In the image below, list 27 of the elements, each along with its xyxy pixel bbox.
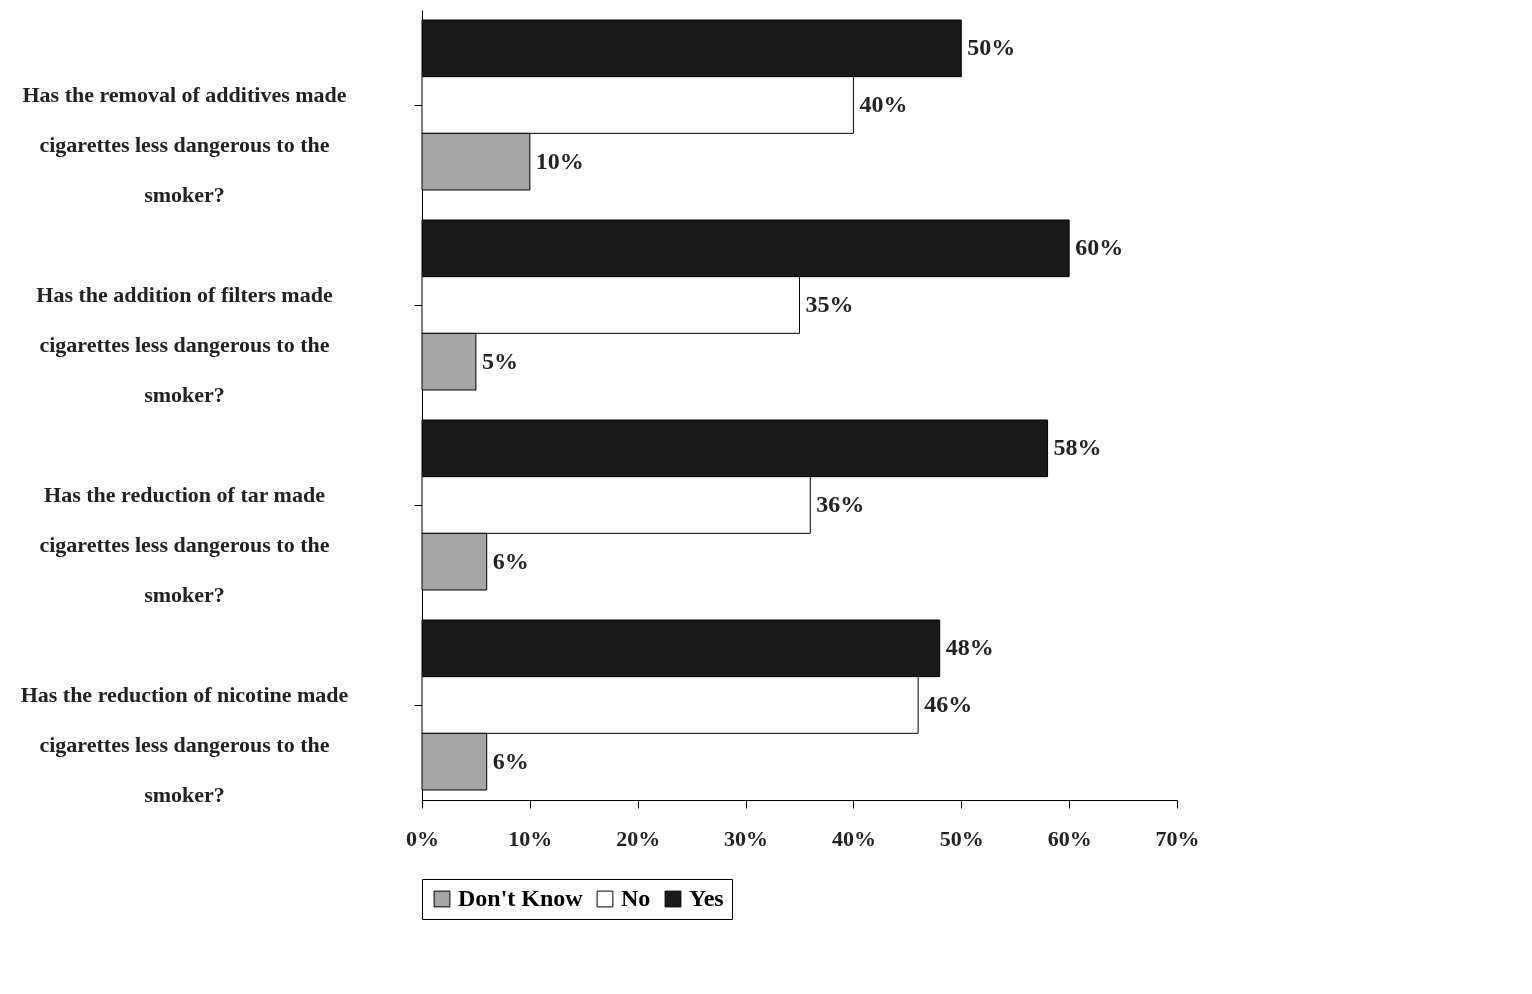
data-label: 36% [816,491,865,517]
data-label: 5% [481,347,518,374]
x-tick-label: 20% [616,825,661,851]
data-label: 46% [924,691,973,717]
x-tick-label: 70% [1155,825,1200,851]
data-label: 58% [1053,434,1102,461]
x-tick-label: 0% [406,825,439,851]
data-label: 48% [945,634,994,661]
y-tick-label: Has the removal of additives made cigarettes less dangerous to the smoker? [22,82,347,207]
data-label: 6% [492,747,529,774]
x-tick-label: 50% [939,825,984,851]
x-tick-label: 40% [831,825,876,851]
data-label: 10% [535,147,584,174]
data-label: 50% [967,34,1016,61]
legend-label: Yes [689,885,724,911]
data-label: 40% [859,91,908,117]
x-tick-label: 60% [1047,825,1092,851]
data-label: 6% [492,547,529,574]
x-tick-label: 30% [724,825,769,851]
y-tick-label: Has the reduction of nicotine made cigarettes less dangerous to the smoker? [20,682,349,807]
y-tick-label: Has the addition of filters made cigarettes less dangerous to the smoker? [36,282,333,407]
x-tick-label: 10% [508,825,553,851]
legend-label: Don't Know [458,885,584,911]
data-label: 35% [805,291,854,317]
y-tick-label: Has the reduction of tar made cigarettes less dangerous to the smoker? [39,482,330,607]
data-label: 60% [1075,234,1124,261]
legend-label: No [621,885,651,911]
